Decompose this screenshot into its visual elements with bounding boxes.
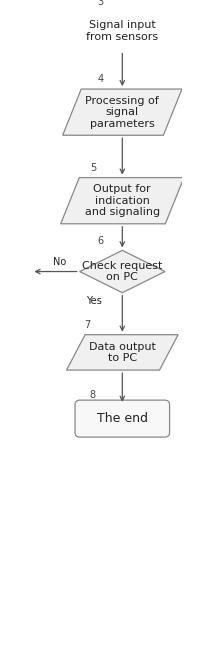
Polygon shape — [66, 335, 178, 370]
Polygon shape — [63, 89, 182, 135]
Text: Data output
to PC: Data output to PC — [89, 341, 156, 363]
Text: Signal input
from sensors: Signal input from sensors — [86, 21, 158, 42]
Text: 8: 8 — [90, 390, 96, 400]
Polygon shape — [61, 178, 184, 224]
Text: 3: 3 — [98, 0, 104, 7]
Polygon shape — [63, 12, 182, 51]
Text: Output for
indication
and signaling: Output for indication and signaling — [85, 184, 160, 217]
Polygon shape — [80, 251, 165, 293]
Text: 7: 7 — [84, 320, 90, 330]
Text: The end: The end — [97, 412, 148, 425]
Text: Yes: Yes — [86, 296, 102, 306]
Text: 4: 4 — [98, 75, 104, 84]
FancyBboxPatch shape — [75, 400, 170, 437]
Text: 6: 6 — [98, 236, 104, 246]
Text: No: No — [53, 257, 66, 267]
Text: 5: 5 — [90, 163, 96, 173]
Text: Processing of
signal
parameters: Processing of signal parameters — [85, 95, 159, 129]
Text: Check request
on PC: Check request on PC — [82, 261, 162, 282]
